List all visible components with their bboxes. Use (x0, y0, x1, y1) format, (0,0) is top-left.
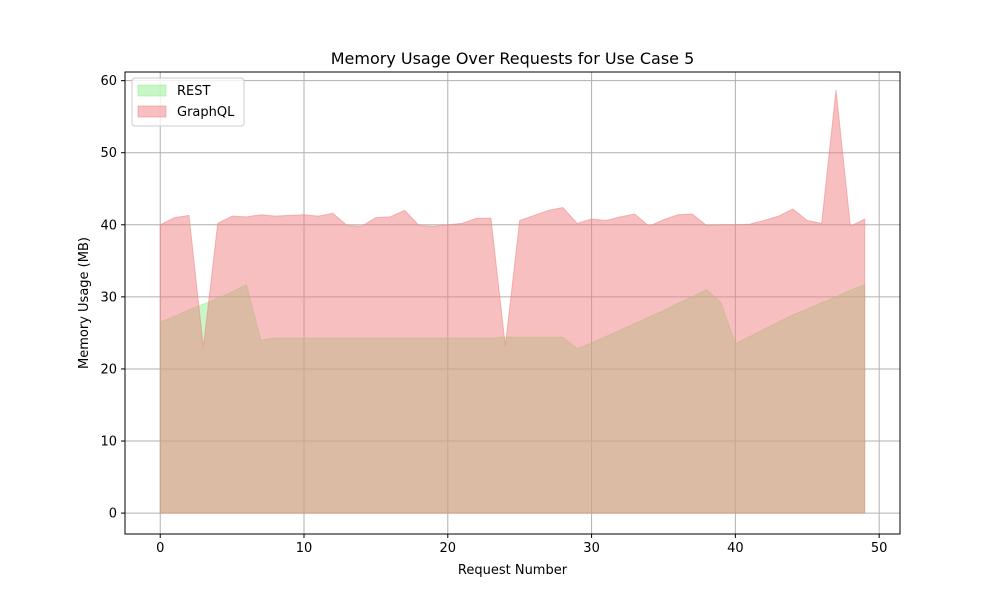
legend-label-rest: REST (177, 84, 210, 99)
y-tick-label: 10 (100, 435, 117, 450)
legend-label-graphql: GraphQL (177, 105, 235, 120)
legend-swatch-graphql (137, 105, 167, 118)
x-tick-label: 10 (296, 541, 313, 556)
series-areas (159, 89, 866, 514)
y-tick-label: 0 (109, 507, 117, 522)
y-axis-label: Memory Usage (MB) (77, 237, 92, 369)
x-tick-label: 50 (871, 541, 888, 556)
x-tick-label: 0 (156, 541, 164, 556)
legend-swatch-rest (137, 84, 167, 97)
area-graphql (159, 89, 866, 514)
plot-frame (124, 71, 901, 535)
x-axis-ticks: 0 10 20 30 40 50 (156, 534, 887, 556)
y-tick-label: 40 (100, 218, 117, 233)
x-tick-label: 20 (440, 541, 457, 556)
y-tick-label: 60 (100, 74, 117, 89)
x-axis-label: Request Number (458, 563, 568, 578)
y-tick-label: 20 (100, 362, 117, 377)
legend: REST GraphQL (131, 77, 245, 127)
y-tick-label: 30 (100, 290, 117, 305)
x-tick-label: 40 (727, 541, 744, 556)
chart-title: Memory Usage Over Requests for Use Case … (331, 49, 695, 68)
y-tick-label: 50 (100, 146, 117, 161)
y-axis-ticks: 0 10 20 30 40 50 60 (100, 74, 125, 522)
x-tick-label: 30 (583, 541, 600, 556)
